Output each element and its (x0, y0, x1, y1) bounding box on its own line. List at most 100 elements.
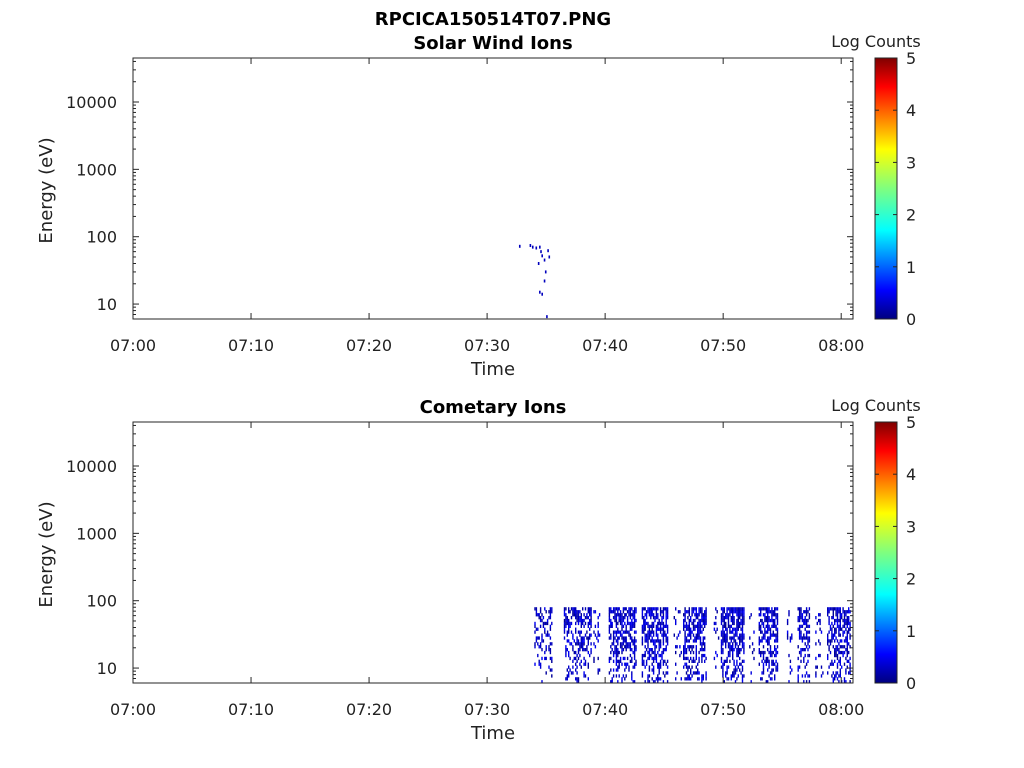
data-cell (736, 621, 738, 626)
data-cell (538, 645, 540, 649)
data-cell (834, 653, 836, 658)
data-cell (722, 665, 724, 669)
data-cell (800, 610, 802, 614)
data-cell (688, 639, 690, 643)
data-cell (788, 680, 790, 684)
data-cell (702, 648, 704, 652)
data-cell (589, 653, 591, 658)
data-cell (652, 680, 655, 684)
data-point (531, 245, 534, 249)
data-cell (768, 659, 770, 663)
data-cell (566, 677, 568, 681)
data-cell (705, 677, 707, 681)
y-tick-label: 1000 (76, 160, 117, 179)
data-cell (549, 607, 552, 611)
data-cell (621, 616, 623, 620)
data-cell (652, 639, 655, 643)
data-cell (683, 645, 685, 649)
data-cell (736, 642, 738, 646)
data-cell (690, 668, 692, 672)
data-cell (715, 621, 717, 626)
data-cell (776, 665, 779, 669)
data-cell (657, 680, 659, 684)
data-cell (657, 677, 659, 681)
data-cell (723, 680, 725, 684)
data-cell (702, 642, 704, 646)
data-cell (723, 630, 725, 634)
data-cell (565, 616, 567, 620)
data-cell (762, 613, 765, 617)
data-cell (805, 613, 808, 617)
data-cell (768, 639, 770, 643)
data-cell (614, 645, 616, 649)
data-cell (673, 633, 675, 637)
data-cell (698, 677, 700, 681)
data-cell (538, 662, 540, 666)
data-cell (625, 665, 627, 669)
data-cell (570, 621, 573, 626)
data-cell (760, 653, 762, 658)
data-cell (582, 645, 584, 649)
data-cell (733, 662, 735, 666)
data-cell (725, 613, 727, 617)
data-cell (652, 624, 655, 628)
data-cell (733, 627, 735, 631)
data-cell (845, 680, 847, 684)
data-cell (624, 668, 626, 672)
data-cell (839, 610, 841, 614)
data-cell (537, 627, 539, 631)
data-cell (726, 636, 728, 640)
data-cell (617, 650, 619, 655)
data-cell (740, 636, 742, 640)
data-cell (631, 659, 633, 663)
data-cell (549, 642, 552, 646)
data-cell (683, 653, 685, 658)
data-cell (743, 613, 745, 617)
data-cell (805, 624, 808, 628)
data-cell (652, 621, 655, 626)
data-cell (661, 650, 663, 655)
data-cell (615, 653, 618, 658)
data-cell (582, 648, 584, 652)
data-cell (568, 650, 570, 655)
data-cell (685, 648, 688, 652)
data-cell (836, 671, 839, 675)
data-cell (725, 621, 727, 626)
data-cell (612, 633, 615, 637)
data-cell (577, 616, 580, 620)
data-cell (768, 674, 770, 678)
data-cell (631, 618, 633, 623)
data-cell (608, 616, 611, 620)
data-cell (621, 650, 623, 655)
data-cell (633, 645, 636, 649)
data-cell (583, 662, 585, 666)
data-cell (610, 633, 612, 637)
data-cell (665, 621, 667, 626)
data-cell (808, 653, 811, 658)
data-cell (740, 671, 742, 675)
data-cell (725, 642, 727, 646)
data-cell (839, 639, 841, 643)
data-cell (698, 613, 700, 617)
data-cell (617, 621, 619, 626)
data-cell (619, 613, 622, 617)
data-cell (534, 642, 536, 646)
data-cell (612, 642, 615, 646)
data-cell (764, 633, 766, 637)
data-cell (632, 616, 634, 620)
data-cell (804, 636, 806, 640)
data-cell (832, 633, 834, 637)
data-cell (687, 668, 689, 672)
data-cell (801, 636, 804, 640)
data-cell (685, 627, 688, 631)
data-cell (741, 621, 744, 626)
data-cell (701, 624, 703, 628)
data-cell (786, 633, 789, 637)
data-cell (730, 674, 732, 678)
data-cell (772, 668, 774, 672)
x-axis-label: Time (470, 359, 515, 380)
data-cell (695, 610, 697, 614)
data-cell (849, 621, 851, 626)
data-cell (807, 642, 809, 646)
data-cell (662, 642, 665, 646)
